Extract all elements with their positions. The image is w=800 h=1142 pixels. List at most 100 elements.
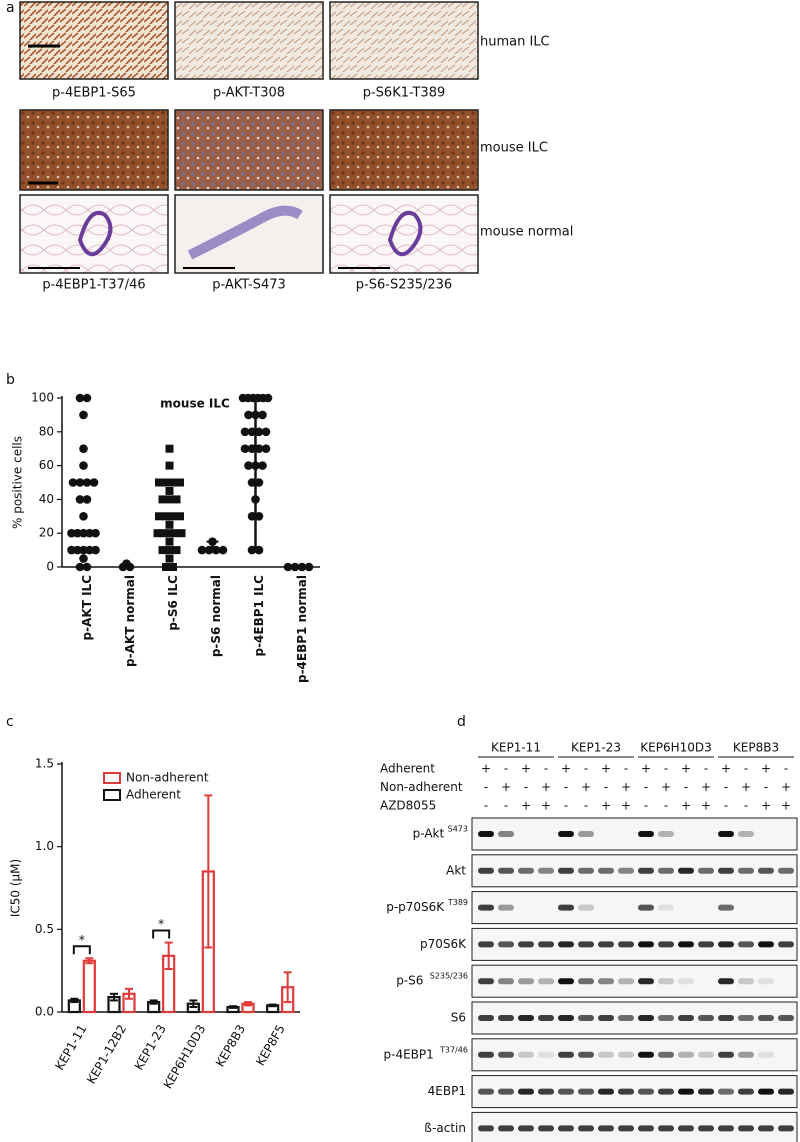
- point: [261, 444, 271, 454]
- y-tick-label: 0: [46, 560, 54, 574]
- band: [658, 831, 674, 837]
- panel-letter: c: [6, 714, 14, 730]
- sign: -: [644, 799, 648, 813]
- point: [165, 461, 174, 470]
- band: [698, 1051, 714, 1058]
- sign: -: [724, 780, 728, 794]
- row-label: human ILC: [480, 35, 550, 50]
- condition-label: Non-adherent: [380, 780, 463, 794]
- band: [678, 1015, 694, 1021]
- sign: +: [621, 780, 631, 794]
- sign: -: [664, 799, 668, 813]
- y-tick-label: 100: [31, 391, 54, 405]
- point: [172, 495, 181, 504]
- y-tick-label: 80: [39, 424, 54, 438]
- micrograph: [174, 1, 324, 80]
- band: [518, 1088, 534, 1095]
- sign: +: [761, 762, 771, 776]
- micrograph: [19, 109, 169, 191]
- blot: [471, 964, 798, 998]
- band: [718, 1088, 734, 1095]
- band: [498, 1015, 514, 1021]
- point: [169, 478, 177, 487]
- point: [85, 528, 94, 538]
- x-tick-label: KEP6H10D3: [161, 1022, 209, 1091]
- point: [155, 478, 163, 487]
- band: [638, 867, 654, 874]
- x-tick-label: KEP1-11: [52, 1022, 89, 1072]
- band: [598, 978, 614, 985]
- band: [778, 867, 794, 874]
- x-tick-label: p-4EBP1 normal: [295, 575, 309, 683]
- point: [79, 461, 88, 470]
- band: [598, 1015, 614, 1021]
- band: [498, 1051, 514, 1058]
- legend-swatch: [103, 772, 121, 784]
- sign: -: [524, 780, 528, 794]
- point: [79, 528, 88, 538]
- band: [518, 978, 534, 985]
- point: [91, 528, 100, 538]
- band: [778, 1015, 794, 1021]
- point: [82, 393, 92, 403]
- point: [91, 545, 100, 555]
- band: [738, 1015, 754, 1021]
- band: [698, 1088, 714, 1095]
- blot-site: S235/236: [430, 972, 468, 981]
- sign: +: [721, 762, 731, 776]
- band: [638, 1125, 654, 1132]
- band: [718, 978, 734, 985]
- y-tick-label: 0.5: [35, 922, 54, 936]
- band: [758, 1015, 774, 1021]
- blot: [471, 1038, 798, 1072]
- annotation: *: [158, 917, 164, 931]
- band: [718, 1125, 734, 1132]
- band: [638, 1051, 654, 1058]
- duct: [77, 210, 113, 257]
- band: [698, 941, 714, 948]
- y-tick-label: 40: [39, 492, 54, 506]
- band: [498, 831, 514, 837]
- blot-label: S6: [451, 1011, 466, 1025]
- band: [758, 1088, 774, 1095]
- band: [778, 1088, 794, 1095]
- band: [618, 978, 634, 985]
- micrograph: [174, 194, 324, 274]
- sign: +: [541, 799, 551, 813]
- point: [82, 478, 92, 487]
- band: [498, 1125, 514, 1132]
- band: [498, 867, 514, 874]
- point: [290, 562, 300, 572]
- point: [75, 393, 85, 403]
- point: [162, 512, 170, 521]
- band: [578, 1051, 594, 1058]
- x-tick-label: KEP8B3: [213, 1022, 248, 1069]
- point: [165, 520, 174, 529]
- caption: p-4EBP1-S65: [52, 86, 136, 101]
- sign: +: [561, 762, 571, 776]
- blot-site: T389: [447, 898, 468, 907]
- band: [678, 941, 694, 948]
- band: [598, 1051, 614, 1058]
- point: [159, 529, 168, 538]
- band: [538, 1088, 554, 1095]
- band: [658, 904, 674, 911]
- band: [598, 941, 614, 948]
- caption: p-S6-S235/236: [356, 278, 452, 293]
- band: [538, 941, 554, 948]
- point: [247, 512, 257, 521]
- sign: -: [484, 799, 488, 813]
- band: [558, 831, 574, 837]
- band: [518, 1015, 534, 1021]
- point: [79, 444, 88, 454]
- sign: +: [781, 780, 791, 794]
- point: [79, 512, 88, 521]
- band: [778, 1125, 794, 1132]
- panel-letter: d: [457, 714, 466, 730]
- band: [478, 1125, 494, 1132]
- point: [75, 478, 85, 487]
- caption: p-4EBP1-T37/46: [42, 278, 145, 293]
- band: [558, 941, 574, 948]
- point: [171, 529, 180, 538]
